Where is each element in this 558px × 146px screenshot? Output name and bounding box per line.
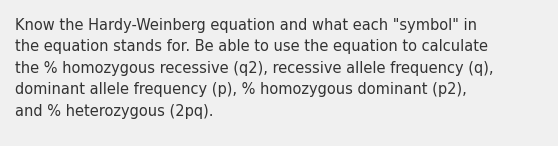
Text: Know the Hardy-Weinberg equation and what each "symbol" in
the equation stands f: Know the Hardy-Weinberg equation and wha… <box>15 18 494 119</box>
